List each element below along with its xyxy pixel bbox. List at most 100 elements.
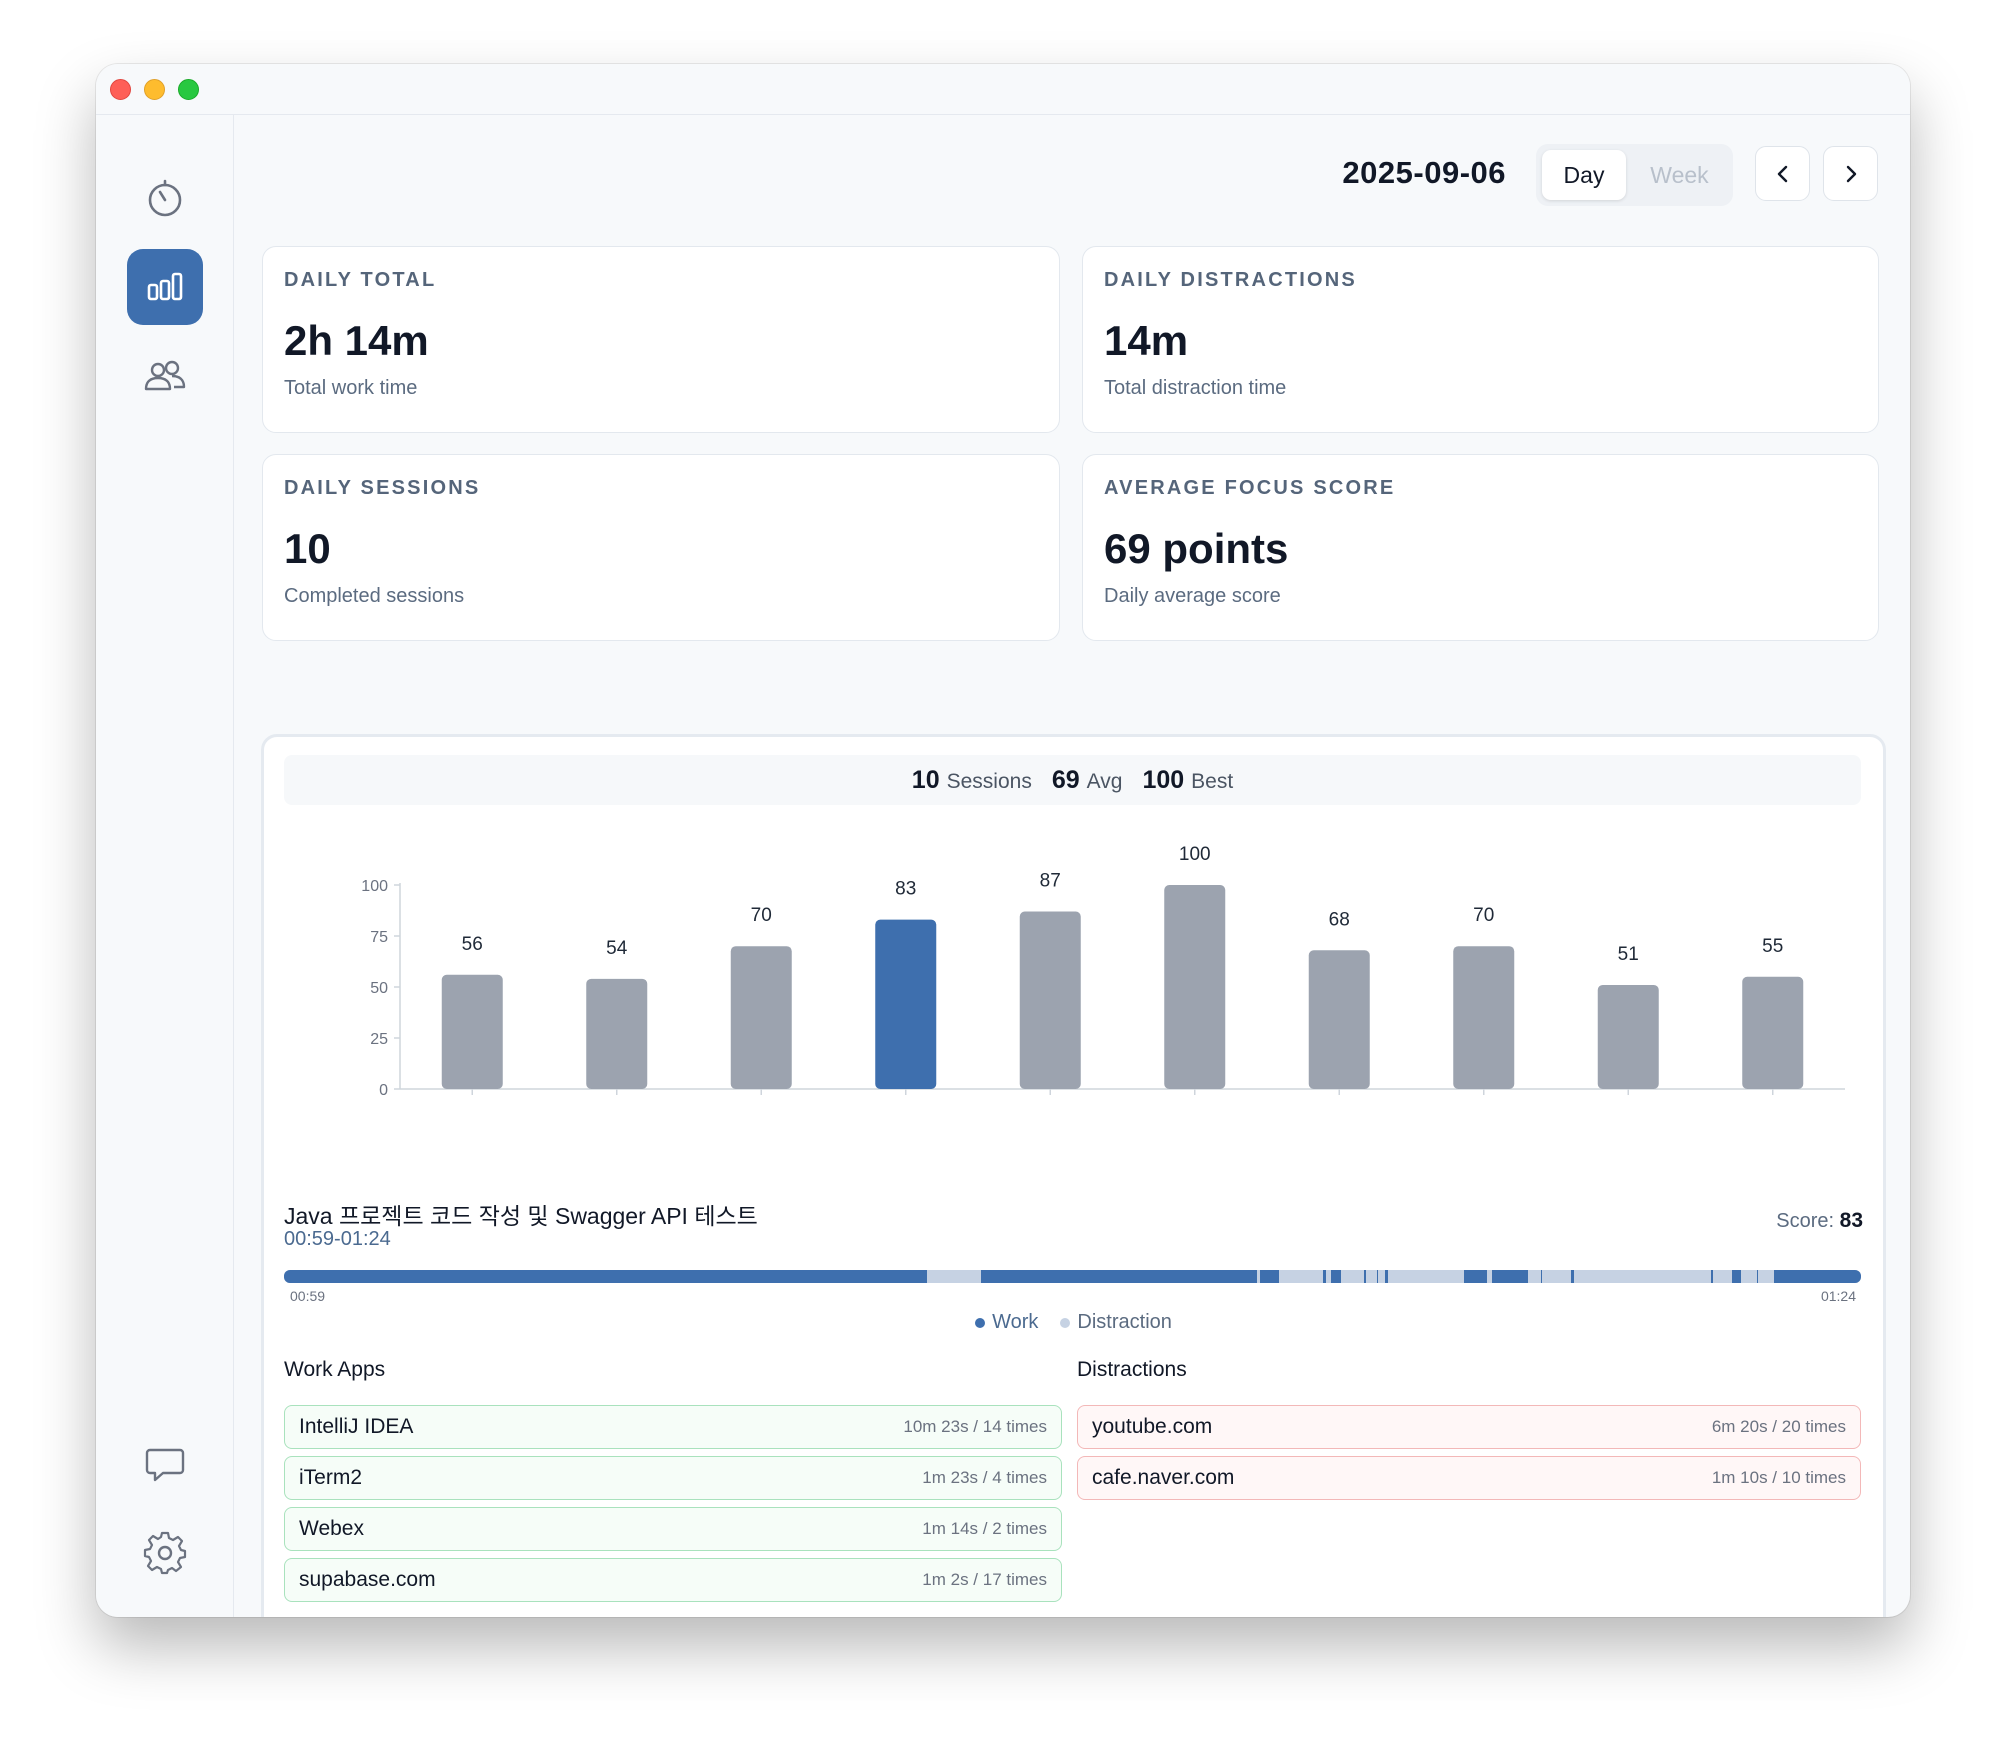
- timeline-work-segment: [1331, 1270, 1341, 1283]
- timeline-work-segment: [1711, 1270, 1713, 1283]
- work-app-usage: 1m 2s / 17 times: [922, 1570, 1047, 1589]
- work-apps-title: Work Apps: [284, 1358, 386, 1381]
- session-score-label: Score:: [1776, 1210, 1835, 1232]
- timeline-work-segment: [1570, 1270, 1574, 1283]
- timeline-work-segment: [1491, 1270, 1529, 1283]
- legend-distraction: Distraction: [1060, 1311, 1172, 1334]
- bar-value-label: 55: [1762, 936, 1783, 957]
- distractions-title: Distractions: [1077, 1358, 1187, 1381]
- legend-distraction-label: Distraction: [1077, 1311, 1172, 1333]
- timeline-end: 01:24: [1820, 1288, 1856, 1304]
- daily-sessions-value: 10: [284, 525, 331, 572]
- timeline-start: 00:59: [290, 1288, 326, 1304]
- distraction-row[interactable]: youtube.com 6m 20s / 20 times: [1077, 1405, 1861, 1449]
- timeline-work-segment: [284, 1270, 928, 1283]
- average-label: Avg: [1086, 769, 1123, 793]
- close-window-button[interactable]: [110, 79, 131, 100]
- bar-value-label: 87: [1040, 871, 1061, 892]
- timeline-work-segment: [1463, 1270, 1488, 1283]
- best-label: Best: [1191, 769, 1234, 793]
- timeline-work-segment: [1731, 1270, 1742, 1283]
- score-bar[interactable]: [1308, 950, 1370, 1089]
- score-bar[interactable]: [1742, 976, 1804, 1089]
- work-app-name: supabase.com: [299, 1568, 436, 1591]
- work-app-name: IntelliJ IDEA: [299, 1415, 414, 1438]
- work-dot-icon: [975, 1317, 986, 1328]
- average-score: 69: [1051, 765, 1080, 794]
- bar-value-label: 70: [1473, 905, 1494, 926]
- maximize-window-button[interactable]: [178, 79, 199, 100]
- average-focus-caption: Daily average score: [1104, 585, 1281, 607]
- gear-icon: [143, 1531, 187, 1575]
- bar-chart-icon: [147, 272, 183, 301]
- timeline-work-segment: [981, 1270, 1257, 1283]
- legend-work-label: Work: [992, 1311, 1039, 1333]
- score-bar[interactable]: [1453, 946, 1515, 1089]
- sidebar-item-settings[interactable]: [127, 1515, 203, 1591]
- y-tick-label: 100: [361, 878, 388, 895]
- users-icon: [144, 360, 186, 391]
- session-timeline: [284, 1270, 1861, 1283]
- daily-distractions-caption: Total distraction time: [1104, 377, 1287, 399]
- score-bar[interactable]: [875, 919, 937, 1089]
- view-week-button[interactable]: Week: [1650, 161, 1709, 188]
- previous-date-button[interactable]: [1755, 146, 1810, 201]
- best-score: 100: [1142, 765, 1185, 794]
- next-date-button[interactable]: [1823, 146, 1878, 201]
- session-title: Java 프로젝트 코드 작성 및 Swagger API 테스트: [284, 1203, 758, 1229]
- work-app-usage: 1m 14s / 2 times: [922, 1519, 1047, 1538]
- timeline-work-segment: [1364, 1270, 1366, 1283]
- chevron-right-icon: [1846, 165, 1856, 182]
- bar-value-label: 83: [895, 879, 916, 900]
- daily-distractions-card: DAILY DISTRACTIONS 14m Total distraction…: [1082, 246, 1879, 433]
- average-focus-value: 69 points: [1104, 525, 1289, 572]
- timeline-work-segment: [1540, 1270, 1543, 1283]
- y-tick-label: 0: [379, 1082, 388, 1097]
- current-date: 2025-09-06: [1342, 155, 1506, 190]
- distraction-name: youtube.com: [1092, 1415, 1213, 1438]
- view-day-button[interactable]: Day: [1542, 150, 1626, 200]
- score-bar[interactable]: [730, 946, 792, 1089]
- work-app-row[interactable]: supabase.com 1m 2s / 17 times: [284, 1558, 1062, 1602]
- bar-value-label: 70: [751, 905, 772, 926]
- score-bar[interactable]: [441, 974, 503, 1089]
- score-bar[interactable]: [586, 978, 648, 1089]
- average-focus-card: AVERAGE FOCUS SCORE 69 points Daily aver…: [1082, 454, 1879, 641]
- bar-value-label: 54: [606, 938, 628, 959]
- timeline-legend: Work Distraction: [264, 1311, 1883, 1334]
- sidebar-item-users[interactable]: [127, 338, 203, 414]
- sidebar-item-statistics[interactable]: [127, 249, 203, 325]
- score-bar[interactable]: [1597, 984, 1659, 1089]
- work-app-row[interactable]: Webex 1m 14s / 2 times: [284, 1507, 1062, 1551]
- daily-total-card: DAILY TOTAL 2h 14m Total work time: [262, 246, 1060, 433]
- minimize-window-button[interactable]: [144, 79, 165, 100]
- session-score: Score: 83: [1776, 1209, 1863, 1233]
- distraction-dot-icon: [1060, 1317, 1071, 1328]
- work-app-name: Webex: [299, 1517, 364, 1540]
- bar-value-label: 68: [1329, 909, 1350, 930]
- chat-icon: [145, 1448, 185, 1482]
- daily-sessions-card: DAILY SESSIONS 10 Completed sessions: [262, 454, 1060, 641]
- distraction-row[interactable]: cafe.naver.com 1m 10s / 10 times: [1077, 1456, 1861, 1500]
- main-content: 2025-09-06 Day Week DAILY TOTAL 2h 14m T…: [235, 115, 1910, 1617]
- daily-distractions-label: DAILY DISTRACTIONS: [1104, 269, 1357, 291]
- bar-value-label: 51: [1618, 944, 1639, 965]
- y-tick-label: 25: [370, 1031, 388, 1048]
- sidebar-item-feedback[interactable]: [127, 1426, 203, 1502]
- bar-value-label: 100: [1179, 844, 1211, 865]
- daily-total-label: DAILY TOTAL: [284, 269, 437, 291]
- work-app-row[interactable]: IntelliJ IDEA 10m 23s / 14 times: [284, 1405, 1062, 1449]
- score-bar[interactable]: [1019, 911, 1081, 1089]
- work-app-usage: 1m 23s / 4 times: [922, 1468, 1047, 1487]
- daily-total-value: 2h 14m: [284, 317, 429, 364]
- distraction-usage: 1m 10s / 10 times: [1711, 1468, 1846, 1487]
- timeline-work-segment: [1323, 1270, 1327, 1283]
- legend-work: Work: [975, 1311, 1038, 1334]
- sidebar-item-timer[interactable]: [127, 161, 203, 237]
- daily-distractions-value: 14m: [1104, 317, 1189, 364]
- score-bar[interactable]: [1164, 885, 1226, 1089]
- title-bar: [96, 64, 1910, 115]
- distraction-name: cafe.naver.com: [1092, 1466, 1235, 1489]
- work-app-row[interactable]: iTerm2 1m 23s / 4 times: [284, 1456, 1062, 1500]
- bar-value-label: 56: [462, 934, 483, 955]
